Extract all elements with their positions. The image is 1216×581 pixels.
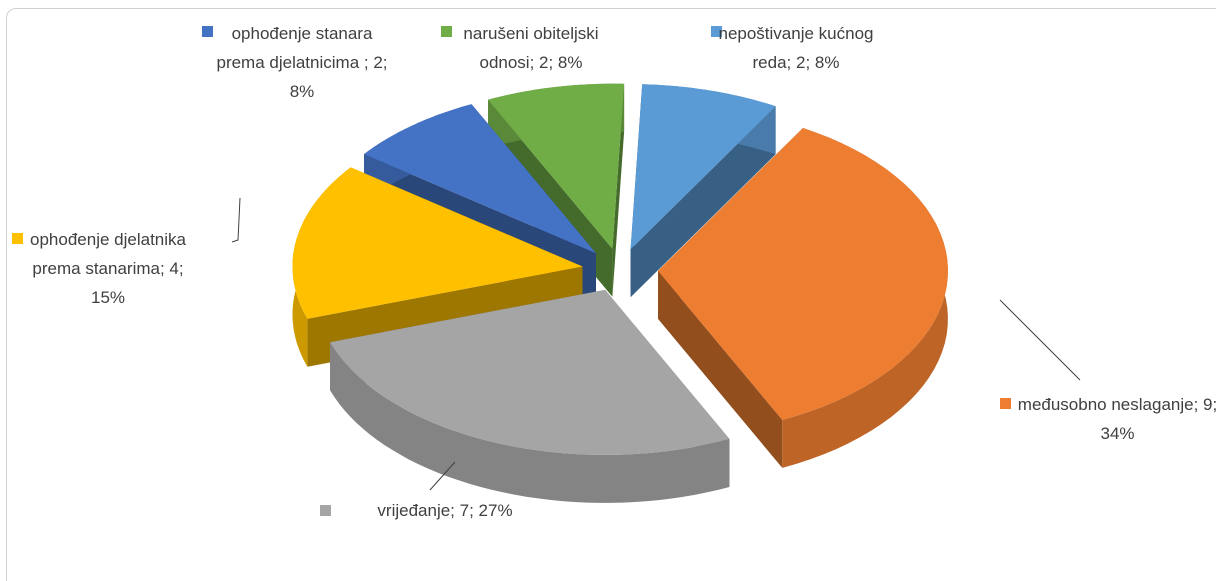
slice-top: [488, 83, 625, 249]
pie-slice: [658, 128, 948, 468]
leader-line: [429, 461, 456, 491]
slice-top: [330, 289, 730, 455]
slice-wall: [630, 106, 776, 298]
pie-slice: [330, 289, 730, 503]
leader-line: [999, 299, 1081, 381]
data-label: ophođenje djelatnika prema stanarima; 4;…: [30, 230, 186, 307]
data-label: vrijeđanje; 7; 27%: [377, 501, 513, 520]
slice-top: [630, 84, 776, 250]
slice-top: [658, 128, 948, 420]
data-label: ophođenje stanara prema djelatnicima ; 2…: [216, 24, 388, 101]
slice-wall: [658, 270, 783, 468]
leader-line: [231, 197, 241, 243]
slice-side: [330, 342, 730, 503]
pie-slice: [488, 83, 625, 297]
label-swatch: [711, 26, 722, 37]
label-swatch: [441, 26, 452, 37]
slice-top: [292, 167, 583, 319]
slice-top: [364, 104, 596, 254]
data-label: nepoštivanje kućnog reda; 2; 8%: [718, 24, 874, 72]
label-swatch: [320, 505, 331, 516]
label-swatch: [1000, 398, 1011, 409]
chart-frame: [6, 8, 1216, 581]
slice-wall: [612, 83, 625, 297]
label-swatch: [202, 26, 213, 37]
data-label: narušeni obiteljski odnosi; 2; 8%: [463, 24, 599, 72]
data-label: međusobno neslaganje; 9; 34%: [1017, 395, 1216, 443]
pie-slice: [630, 84, 776, 298]
label-swatch: [12, 233, 23, 244]
